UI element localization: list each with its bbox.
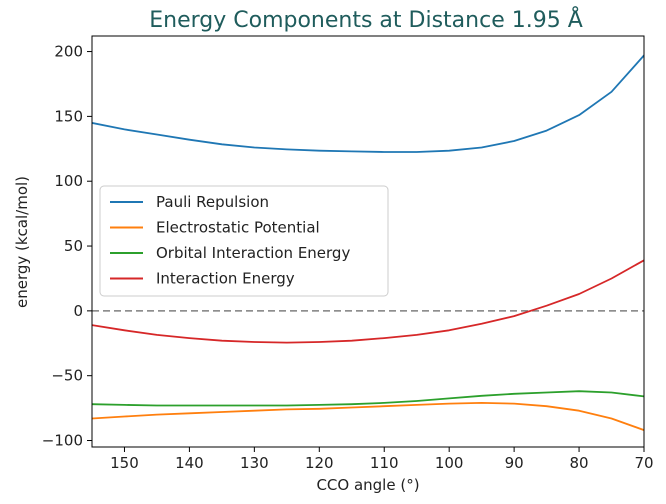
- series-lines: [92, 54, 644, 432]
- series-line-interaction-energy: [92, 259, 644, 344]
- y-tick-label: 50: [64, 237, 83, 255]
- y-axis-ticks: −100 −50 0 50 100 150 200: [42, 43, 92, 450]
- legend-label: Electrostatic Potential: [156, 219, 320, 237]
- y-tick-label: 0: [73, 302, 83, 320]
- y-tick-label: −50: [51, 367, 83, 385]
- legend-box: [99, 185, 389, 297]
- legend-label: Pauli Repulsion: [156, 193, 269, 211]
- x-tick-label: 100: [435, 454, 464, 472]
- x-axis-title: CCO angle (°): [316, 476, 419, 494]
- x-tick-label: 70: [634, 454, 653, 472]
- legend-label: Orbital Interaction Energy: [156, 244, 350, 262]
- x-axis-ticks: 150 140 130 120 110 100 90 80 70: [110, 447, 654, 472]
- series-line-orbital-interaction-energy: [92, 390, 644, 407]
- y-tick-label: 200: [54, 43, 83, 61]
- x-tick-label: 90: [505, 454, 524, 472]
- plot-frame: [91, 35, 645, 448]
- x-tick-label: 110: [370, 454, 399, 472]
- y-tick-label: 150: [54, 107, 83, 125]
- y-tick-label: 100: [54, 172, 83, 190]
- series-line-pauli-repulsion: [92, 54, 644, 153]
- legend: Pauli Repulsion Electrostatic Potential Or…: [99, 185, 389, 297]
- y-tick-label: −100: [42, 432, 83, 450]
- series-line-electrostatic-potential: [92, 401, 644, 432]
- legend-label: Interaction Energy: [156, 270, 295, 288]
- x-tick-label: 140: [175, 454, 204, 472]
- y-axis-title: energy (kcal/mol): [13, 176, 31, 308]
- x-tick-label: 150: [110, 454, 139, 472]
- x-tick-label: 80: [570, 454, 589, 472]
- x-tick-label: 120: [305, 454, 334, 472]
- x-tick-label: 130: [240, 454, 269, 472]
- chart-title: Energy Components at Distance 1.95 Å: [149, 6, 583, 33]
